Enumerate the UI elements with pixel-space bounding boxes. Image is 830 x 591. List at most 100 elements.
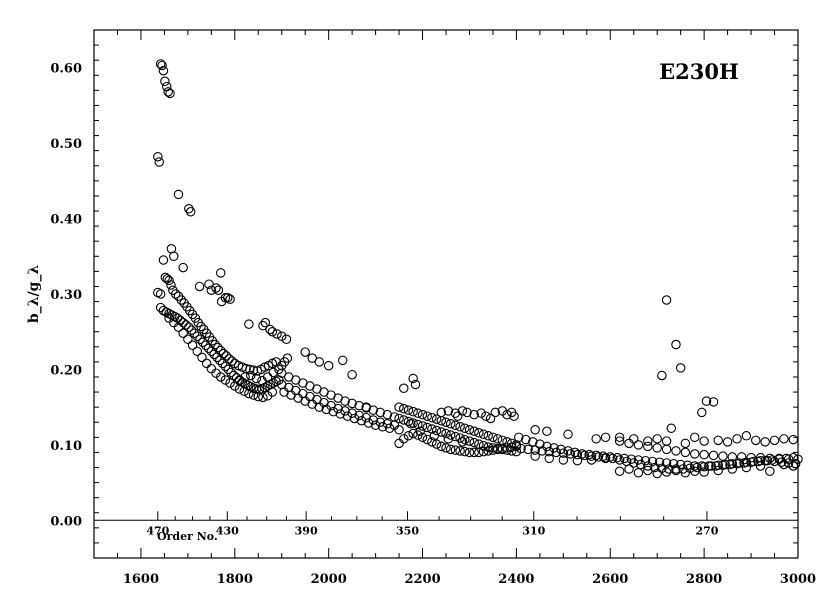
data-point [203,343,214,354]
data-point [718,451,728,461]
plot-frame [93,29,799,559]
data-point [323,360,334,371]
data-point [225,378,235,388]
data-point [370,420,381,430]
data-point [788,461,799,471]
data-point [260,317,271,328]
data-point [542,426,552,437]
data-point [220,375,231,385]
data-point [187,340,198,351]
data-point [265,324,275,335]
data-point [483,446,493,456]
data-point [245,364,255,375]
data-point [783,458,794,468]
data-point [173,322,184,332]
data-point [230,381,240,391]
data-point [450,420,461,430]
data-point [643,436,653,446]
data-point [652,468,662,479]
data-point [406,418,416,429]
data-point [736,452,747,462]
data-point [450,445,461,455]
data-point [417,409,428,420]
data-point [415,426,425,437]
data-point [530,425,540,435]
data-point [689,461,700,471]
data-point [192,346,203,357]
data-point [408,406,418,417]
order-tick-label: 430 [216,524,239,537]
data-point [300,347,310,357]
y-tick-label: 0.00 [50,514,82,529]
data-point [431,425,442,436]
data-point [154,157,164,167]
data-point [196,321,206,332]
data-point [657,370,667,381]
data-point [436,441,447,452]
data-point [441,428,451,439]
data-point [253,391,264,402]
data-point [671,339,681,350]
data-point [335,409,346,419]
data-point [661,467,672,477]
data-point [488,432,498,443]
data-point [206,346,217,357]
data-point [586,455,597,465]
data-point [267,326,278,337]
y-tick-label: 0.30 [50,288,82,303]
data-point [765,453,775,464]
data-point [462,407,472,418]
data-point [483,431,493,441]
data-point [464,447,475,458]
data-points [153,59,803,479]
data-point [492,444,503,455]
data-point [368,405,379,415]
order-tick-label: 270 [695,524,718,537]
data-point [213,285,224,295]
data-point [436,415,447,426]
data-point [356,415,367,426]
x-tick-label: 2000 [311,572,347,587]
data-point [347,408,357,418]
data-point [282,353,293,363]
data-point [600,453,611,464]
data-point [399,434,409,444]
data-point [722,437,733,447]
data-point [399,403,409,414]
data-point [221,351,232,361]
data-point [164,275,174,286]
data-point [248,390,259,400]
data-point [490,407,501,418]
data-point [689,466,700,477]
data-point [452,411,463,421]
data-point [727,452,738,462]
data-point [511,441,522,452]
data-point [793,454,803,464]
y-tick-label: 0.20 [50,363,82,378]
data-point [427,412,437,423]
data-point [732,434,742,444]
data-point [668,458,679,469]
data-point [755,455,766,466]
data-point [513,432,524,443]
data-point [382,409,393,420]
data-point [699,461,709,472]
data-point [354,410,364,421]
data-point [492,434,503,444]
data-point [217,358,228,369]
data-point [478,429,489,440]
data-point [476,408,486,418]
data-point [321,404,332,415]
x-tick-label: 2200 [404,572,440,587]
data-point [537,446,547,456]
data-point [157,60,167,71]
data-point [368,415,379,425]
data-point [363,418,374,428]
data-point [354,400,364,411]
data-point [394,402,404,412]
data-point [342,411,353,421]
x-axis: 1600 1800 2000 2200 2400 2600 2800 3000 [93,30,816,587]
data-point [600,432,611,443]
data-point [244,388,254,399]
data-point [457,406,468,416]
